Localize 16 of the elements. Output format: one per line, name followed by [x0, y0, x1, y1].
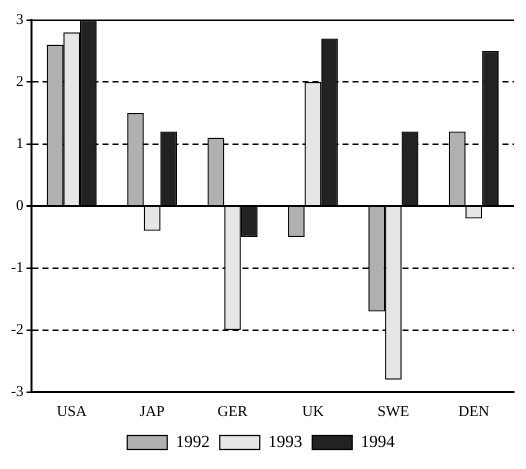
y-tick-label: 3 [16, 12, 24, 28]
y-tick-label: -3 [10, 384, 24, 400]
x-tick-label: USA [56, 404, 87, 420]
legend-label: 1994 [360, 432, 396, 451]
legend-label: 1992 [176, 432, 210, 451]
y-tick-label: -2 [10, 322, 24, 338]
y-tick-label: 1 [16, 136, 24, 152]
x-tick-label: UK [302, 404, 324, 420]
x-tick-label: GER [218, 404, 248, 420]
y-tick-label: -1 [10, 260, 24, 276]
legend-label: 1993 [268, 432, 302, 451]
x-tick-label: DEN [458, 404, 490, 420]
y-tick-label: 2 [16, 74, 24, 90]
x-tick-label: SWE [378, 404, 410, 420]
x-tick-label: JAP [140, 404, 165, 420]
y-tick-label: 0 [16, 198, 24, 214]
